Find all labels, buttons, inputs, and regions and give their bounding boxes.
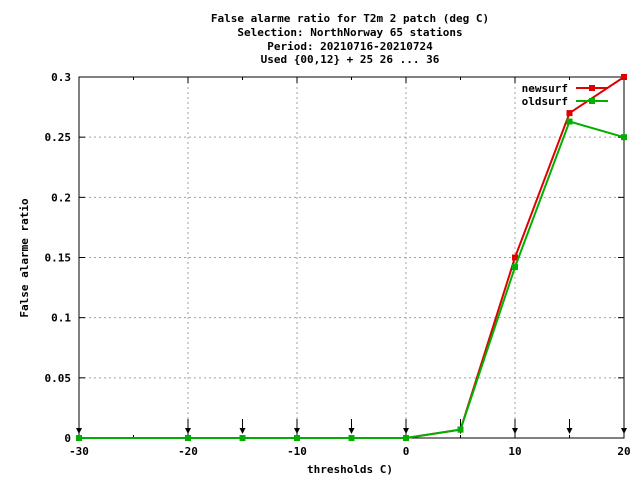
title-line-4: Used {00,12} + 25 26 ... 36 — [261, 53, 440, 66]
data-point-oldsurf — [566, 118, 573, 125]
x-tick-label: -30 — [69, 445, 89, 458]
data-point-newsurf — [621, 74, 627, 80]
title-line-3: Period: 20210716-20210724 — [267, 40, 433, 53]
y-axis-label: False alarme ratio — [18, 198, 31, 318]
data-point-newsurf — [566, 110, 573, 117]
data-point-oldsurf — [457, 426, 464, 433]
y-axis-ticks: 0 0.05 0.1 0.15 0.2 0.25 0.3 — [45, 71, 624, 445]
x-tick-label: 20 — [617, 445, 630, 458]
threshold-arrow-head — [403, 428, 409, 434]
y-tick-label: 0.05 — [45, 372, 72, 385]
legend-marker-oldsurf — [589, 98, 595, 104]
data-point-oldsurf — [294, 435, 300, 441]
x-axis-ticks: -30 -20 -10 0 10 20 — [69, 77, 631, 458]
x-tick-label: 10 — [508, 445, 521, 458]
data-point-newsurf — [512, 254, 518, 261]
legend-label-newsurf: newsurf — [522, 82, 568, 95]
series-line-oldsurf — [79, 120, 625, 439]
y-tick-label: 0 — [64, 432, 71, 445]
series-layer — [76, 74, 627, 441]
x-tick-label: 0 — [403, 445, 410, 458]
data-point-oldsurf — [403, 435, 409, 441]
grid — [79, 77, 624, 438]
x-tick-label: -10 — [287, 445, 307, 458]
chart-title: False alarme ratio for T2m 2 patch (deg … — [211, 12, 489, 66]
data-point-oldsurf — [239, 435, 246, 441]
legend-marker-newsurf — [589, 85, 595, 91]
data-point-oldsurf — [185, 435, 191, 441]
y-tick-label: 0.25 — [45, 131, 72, 144]
y-tick-label: 0.15 — [45, 252, 72, 265]
threshold-arrow-head — [239, 428, 246, 434]
threshold-arrow-head — [566, 428, 573, 434]
data-point-oldsurf — [76, 435, 82, 441]
title-line-2: Selection: NorthNorway 65 stations — [237, 26, 462, 39]
threshold-arrows — [76, 419, 627, 434]
y-tick-label: 0.2 — [51, 191, 71, 204]
threshold-arrow-head — [294, 428, 300, 434]
x-tick-label: -20 — [178, 445, 198, 458]
x-axis-label: thresholds C) — [307, 463, 393, 476]
threshold-arrow-head — [348, 428, 355, 434]
legend-label-oldsurf: oldsurf — [522, 95, 568, 108]
data-point-oldsurf — [621, 134, 627, 141]
y-tick-label: 0.3 — [51, 71, 71, 84]
data-point-oldsurf — [512, 264, 518, 271]
title-line-1: False alarme ratio for T2m 2 patch (deg … — [211, 12, 489, 25]
y-tick-label: 0.1 — [51, 312, 71, 325]
data-point-oldsurf — [348, 435, 355, 441]
threshold-arrow-head — [512, 428, 518, 434]
threshold-arrow-head — [185, 428, 191, 434]
